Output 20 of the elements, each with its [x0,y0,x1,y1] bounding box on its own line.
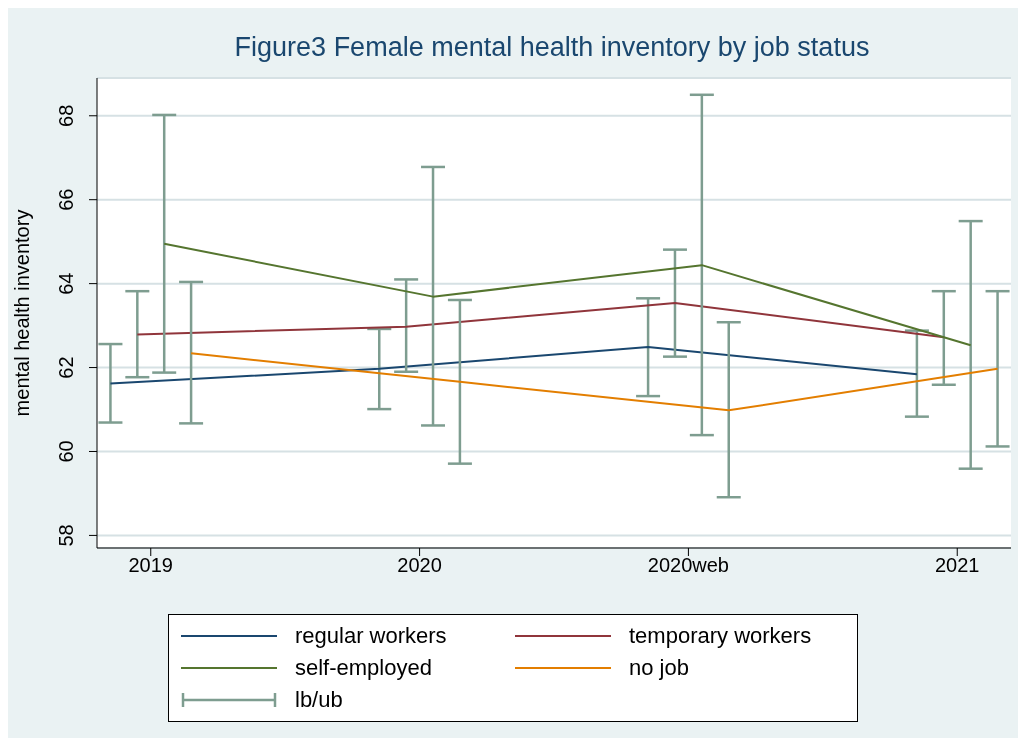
y-tick-label: 68 [55,104,77,127]
y-tick-label: 66 [55,188,77,211]
y-tick-label: 64 [55,272,77,295]
text: lb/ub [295,687,343,713]
y-axis-title: mental health inventory [11,209,34,417]
line-series [163,242,972,347]
legend-label: temporary workers [629,623,812,649]
y-tick-label: 58 [55,524,77,547]
x-tick-label: 2020 [397,554,442,577]
x-tick-label: 2019 [128,554,174,577]
legend-label: regular workers [295,623,447,649]
x-tick-label: 2020web [647,554,730,577]
x-tick-label: 2021 [934,554,980,577]
legend-label: self-employed [295,655,432,681]
y-tick-label: 60 [55,440,77,463]
line-series [190,352,999,412]
chart-title: Figure3 Female mental health inventory by job status [233,32,871,63]
legend-label: no job [629,655,689,681]
y-tick-label: 62 [55,356,77,379]
line-series [109,345,918,385]
